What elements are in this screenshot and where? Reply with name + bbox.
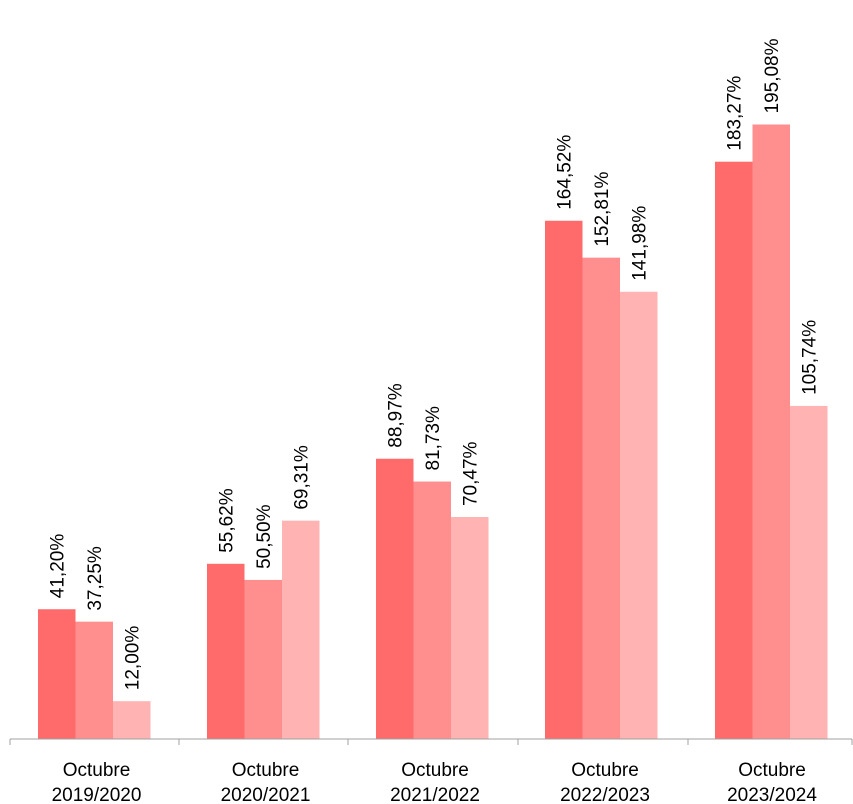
- bar-4-1: [752, 124, 790, 740]
- bar-2-1: [413, 481, 451, 739]
- bar-4-2: [790, 405, 828, 739]
- x-tick-label-1: Octubre 2020/2021: [221, 760, 311, 804]
- bar-3-1: [582, 257, 620, 739]
- data-label-0-0: 41,20%: [48, 534, 69, 599]
- x-tick-label-0: Octubre 2019/2020: [52, 760, 142, 804]
- data-label-4-1: 195,08%: [762, 38, 783, 113]
- data-label-3-2: 141,98%: [630, 206, 651, 281]
- x-tick-label-3: Octubre 2022/2023: [560, 760, 650, 804]
- data-label-1-1: 50,50%: [254, 504, 275, 569]
- bar-2-0: [376, 458, 414, 739]
- data-label-4-2: 105,74%: [800, 320, 821, 395]
- data-label-4-0: 183,27%: [725, 76, 746, 151]
- bar-2-2: [451, 517, 489, 739]
- x-axis-tick-labels: Octubre 2019/2020 Octubre 2020/2021 Octubre 2…: [52, 760, 818, 804]
- data-label-1-2: 69,31%: [292, 445, 313, 510]
- bar-3-2: [620, 291, 658, 739]
- data-label-3-0: 164,52%: [555, 135, 576, 210]
- data-label-2-2: 70,47%: [461, 441, 482, 506]
- bar-1-0: [207, 563, 245, 739]
- bar-0-2: [113, 701, 151, 739]
- data-label-2-1: 81,73%: [423, 406, 444, 471]
- x-axis-ticks: [9, 739, 853, 745]
- data-label-0-2: 12,00%: [123, 626, 144, 691]
- data-label-3-1: 152,81%: [592, 172, 613, 247]
- data-label-1-0: 55,62%: [217, 488, 238, 553]
- bar-0-1: [75, 621, 113, 739]
- bar-0-0: [38, 609, 76, 739]
- x-tick-label-2: Octubre 2021/2022: [390, 760, 480, 804]
- data-label-2-0: 88,97%: [386, 383, 407, 448]
- bar-1-1: [244, 579, 282, 739]
- bar-1-2: [282, 520, 320, 739]
- bars-layer: [38, 124, 828, 740]
- value-labels-layer: 41,20% 37,25% 12,00% 55,62% 50,50% 69,31% 88,9…: [48, 38, 821, 690]
- data-label-0-1: 37,25%: [85, 546, 106, 611]
- x-tick-label-4: Octubre 2023/2024: [727, 760, 817, 804]
- bar-4-0: [715, 161, 753, 740]
- bar-3-0: [545, 220, 583, 740]
